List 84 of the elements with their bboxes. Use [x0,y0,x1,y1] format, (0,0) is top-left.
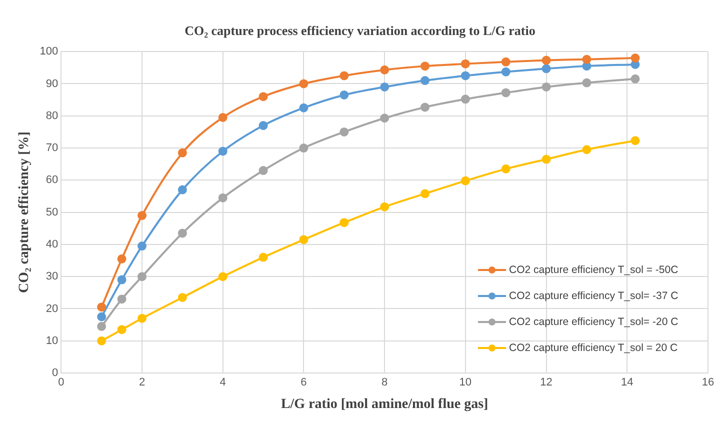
y-tick-label: 0 [52,367,58,380]
point [420,76,430,86]
point [501,88,510,98]
point [258,252,268,262]
point [542,154,551,164]
point [299,144,308,153]
y-tick-label: 50 [46,206,58,218]
x-tick-label: 14 [621,376,634,389]
point [630,136,640,146]
point [542,82,551,92]
point [340,127,349,136]
point [542,56,551,65]
point [582,54,592,64]
point [138,314,147,323]
point [117,275,126,284]
point [258,166,268,176]
point [380,114,390,123]
y-tick-label: 30 [46,270,58,283]
point [218,272,228,282]
legend-label: CO2 capture efficiency T_sol= -20 C [509,316,678,328]
point [117,254,126,264]
y-tick-label: 100 [40,46,58,58]
point [218,112,228,122]
x-tick-label: 6 [300,376,307,389]
y-tick-label: 70 [46,142,58,154]
y-tick-label: 60 [46,174,58,186]
point [501,57,510,66]
point [178,148,187,158]
point [582,78,592,88]
point [630,74,640,84]
point [420,102,430,112]
x-tick-label: 4 [220,376,226,389]
y-axis-title: CO₂ capture efficiency [%] [17,132,32,293]
point [460,176,470,186]
point [380,82,390,92]
point [340,218,349,228]
point [542,64,551,74]
point [630,54,640,63]
y-tick-label: 20 [46,302,58,315]
point [420,189,430,198]
x-tick-label: 2 [138,376,146,389]
point [117,325,126,334]
x-tick-label: 8 [382,376,388,389]
point [340,71,349,80]
point [258,92,268,102]
point [117,294,126,304]
point [178,185,187,194]
point [340,90,349,100]
point [501,67,510,76]
y-tick-label: 10 [46,334,58,347]
point [380,65,390,74]
x-tick-label: 12 [540,376,552,389]
point [138,211,147,220]
point [501,164,510,174]
point [299,235,308,244]
legend-label: CO2 capture efficiency T_sol = -50C [509,264,678,276]
point [258,121,268,130]
y-tick-label: 80 [46,110,58,122]
point [97,312,106,322]
point [582,145,592,154]
point [138,242,147,251]
chart-title: CO₂ capture process efficiency variation according to L/G ratio [184,23,536,38]
x-tick-label: 16 [702,376,714,389]
point [178,292,187,302]
point [178,228,187,238]
point [138,272,147,282]
point [299,79,308,88]
point [218,193,228,202]
y-tick-label: 40 [46,238,58,250]
point [420,62,430,71]
point [299,103,308,112]
y-tick-label: 90 [46,78,58,90]
x-axis-title: L/G ratio [mol amine/mol flue gas] [280,397,488,412]
point [97,336,106,346]
point [97,302,106,312]
point [460,94,470,104]
point [218,146,228,156]
legend-label: CO2 capture efficiency T_sol = 20 C [509,342,678,354]
point [460,59,470,68]
point [460,71,470,80]
point [380,202,390,212]
legend-label: CO2 capture efficiency T_sol= -37 C [509,290,678,302]
x-tick-label: 10 [459,376,472,389]
point [97,322,106,331]
